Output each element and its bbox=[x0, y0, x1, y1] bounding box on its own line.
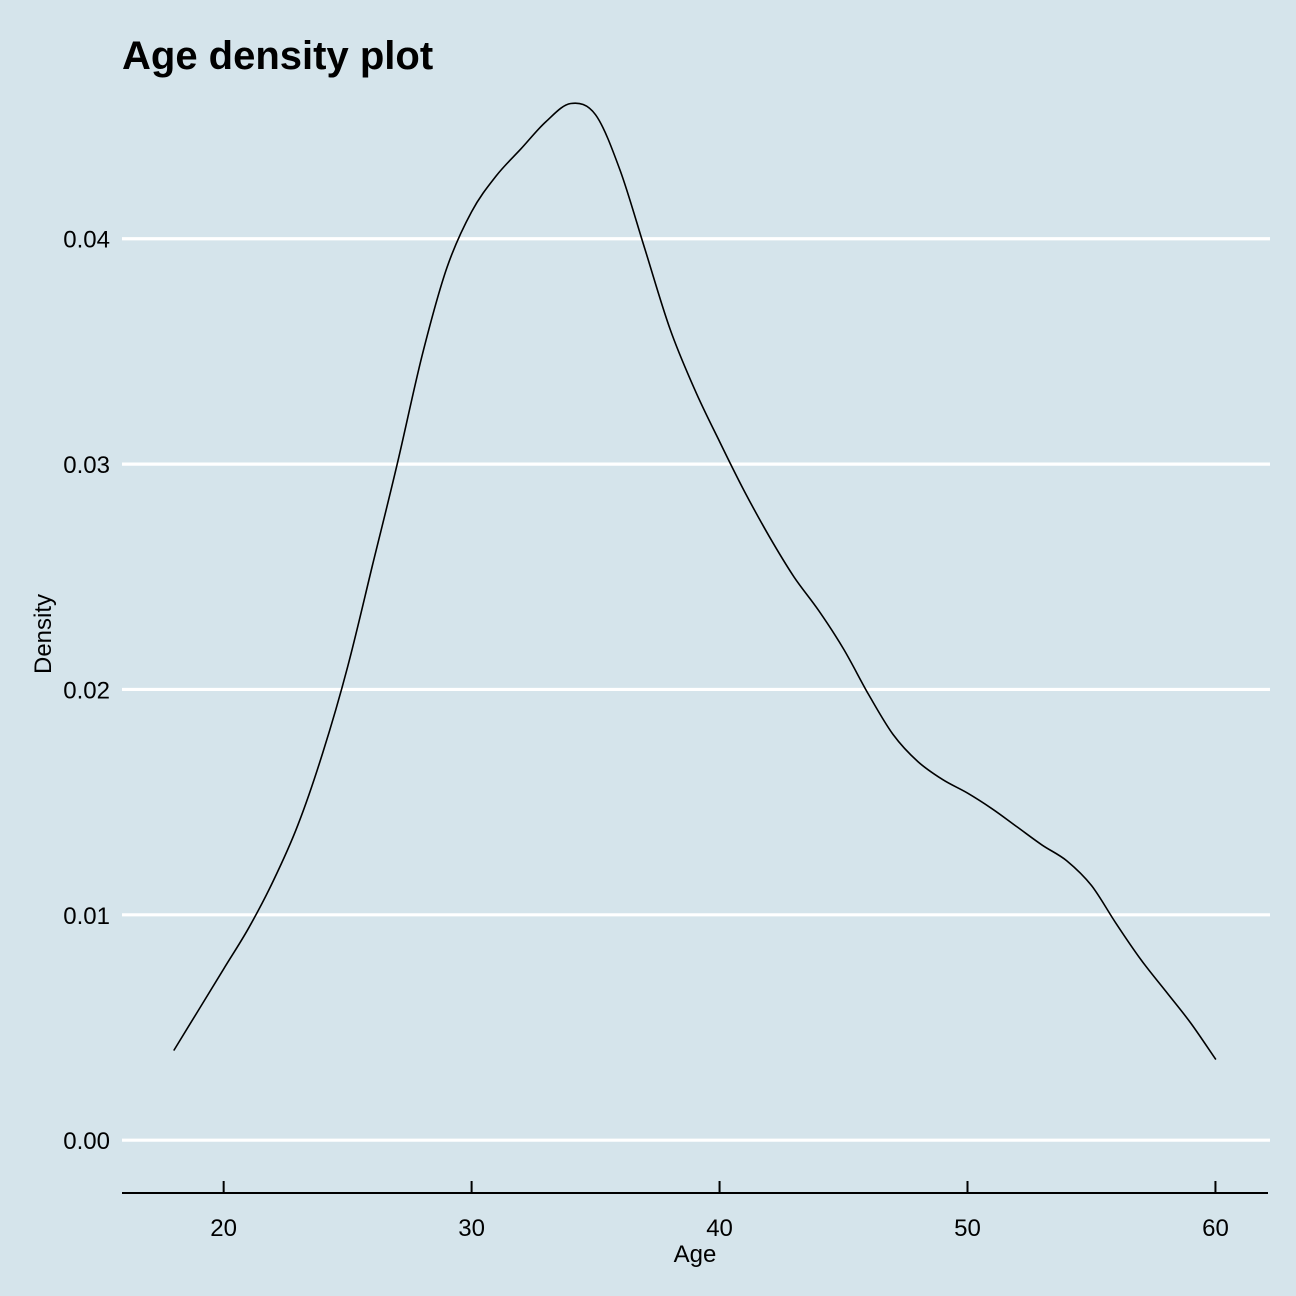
x-tick-label-2: 40 bbox=[706, 1215, 733, 1242]
y-tick-label-4: 0.04 bbox=[63, 227, 110, 254]
y-tick-label-0: 0.00 bbox=[63, 1128, 110, 1155]
y-tick-label-3: 0.03 bbox=[63, 452, 110, 479]
gridlines bbox=[122, 237, 1270, 1142]
x-tick-label-0: 20 bbox=[210, 1215, 237, 1242]
y-axis-ticks: 0.00 0.01 0.02 0.03 0.04 bbox=[63, 227, 110, 1155]
y-tick-label-2: 0.02 bbox=[63, 677, 110, 704]
y-axis-label: Density bbox=[30, 594, 57, 674]
x-axis-ticks: 20 30 40 50 60 bbox=[210, 1181, 1229, 1242]
chart-title: Age density plot bbox=[122, 34, 433, 78]
y-tick-label-1: 0.01 bbox=[63, 903, 110, 930]
x-tick-label-1: 30 bbox=[458, 1215, 485, 1242]
x-tick-label-4: 60 bbox=[1202, 1215, 1229, 1242]
x-axis-label: Age bbox=[674, 1241, 717, 1268]
x-tick-label-3: 50 bbox=[954, 1215, 981, 1242]
series-line-age-density bbox=[173, 102, 1217, 1060]
